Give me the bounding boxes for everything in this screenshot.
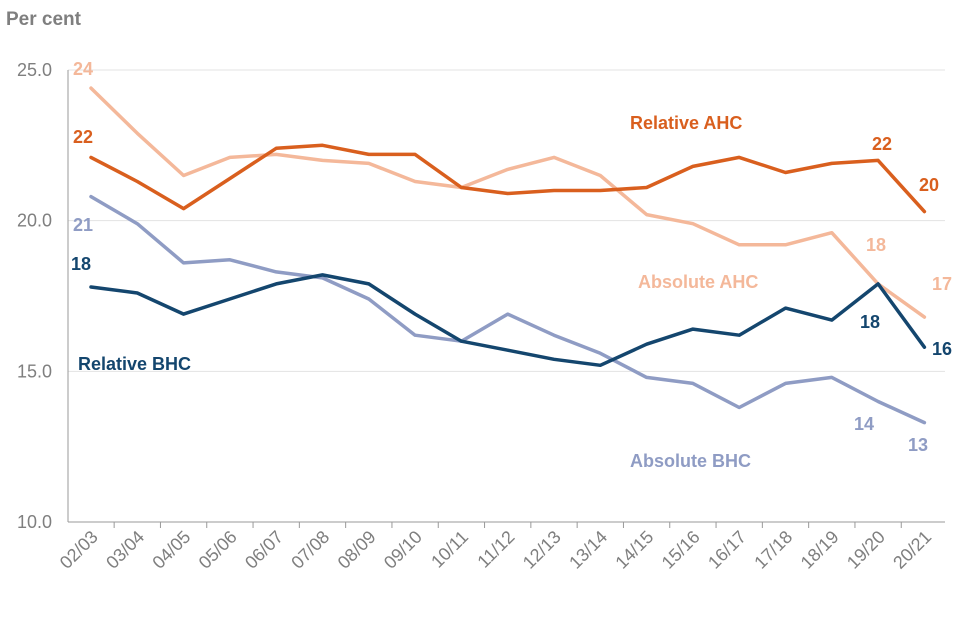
- x-tick-label: 12/13: [519, 527, 565, 573]
- x-tick-label: 11/12: [473, 527, 518, 572]
- x-tick-label: 10/11: [427, 527, 472, 572]
- series-label: Absolute BHC: [630, 451, 751, 471]
- x-tick-label: 03/04: [102, 527, 148, 573]
- x-tick-label: 17/18: [750, 527, 796, 573]
- y-tick-label: 10.0: [17, 512, 52, 532]
- x-tick-label: 04/05: [148, 527, 194, 573]
- value-label: 20: [919, 175, 939, 195]
- series-line-absolute-ahc: [89, 86, 927, 319]
- series-label: Relative AHC: [630, 113, 742, 133]
- gridlines: [68, 69, 945, 372]
- x-tick-label: 06/07: [241, 527, 287, 573]
- series-line-absolute-bhc: [89, 194, 927, 425]
- series-labels: Absolute AHC Relative AHC Absolute BHC Rela…: [78, 113, 758, 471]
- x-tick-label: 14/15: [611, 527, 657, 573]
- x-tick-label: 16/17: [704, 527, 750, 573]
- value-labels: 24 18 17 22 22 20 21 14 13 18 18 16: [71, 59, 952, 455]
- value-label: 14: [854, 414, 874, 434]
- value-label: 17: [932, 274, 952, 294]
- y-tick-label: 20.0: [17, 211, 52, 231]
- x-tick-label: 08/09: [334, 527, 380, 573]
- series-lines: [89, 86, 927, 425]
- axes: [67, 70, 945, 528]
- x-tick-label: 09/10: [380, 527, 426, 573]
- x-tick-labels: 02/03 03/04 04/05 05/06 06/07 07/08 08/09 09/10…: [56, 527, 935, 573]
- x-tick-label: 20/21: [889, 527, 935, 573]
- x-tick-label: 05/06: [195, 527, 241, 573]
- value-label: 24: [73, 59, 93, 79]
- x-tick-label: 07/08: [287, 527, 333, 573]
- x-tick-label: 13/14: [565, 527, 611, 573]
- value-label: 18: [71, 254, 91, 274]
- value-label: 13: [908, 435, 928, 455]
- series-label: Absolute AHC: [638, 272, 758, 292]
- y-axis-label: Per cent: [6, 9, 82, 30]
- x-tick-label: 19/20: [843, 527, 889, 573]
- value-label: 22: [872, 134, 892, 154]
- value-label: 18: [860, 312, 880, 332]
- series-line-relative-bhc: [89, 273, 927, 368]
- y-tick-labels: 10.0 15.0 20.0 25.0: [17, 60, 52, 532]
- value-label: 18: [866, 235, 886, 255]
- x-tick-label: 18/19: [797, 527, 843, 573]
- x-tick-label: 02/03: [56, 527, 102, 573]
- y-tick-label: 25.0: [17, 60, 52, 80]
- value-label: 21: [73, 215, 93, 235]
- series-label: Relative BHC: [78, 354, 191, 374]
- y-tick-label: 15.0: [17, 361, 52, 381]
- value-label: 16: [932, 339, 952, 359]
- value-label: 22: [73, 127, 93, 147]
- x-tick-label: 15/16: [658, 527, 704, 573]
- series-line-relative-ahc: [89, 143, 927, 214]
